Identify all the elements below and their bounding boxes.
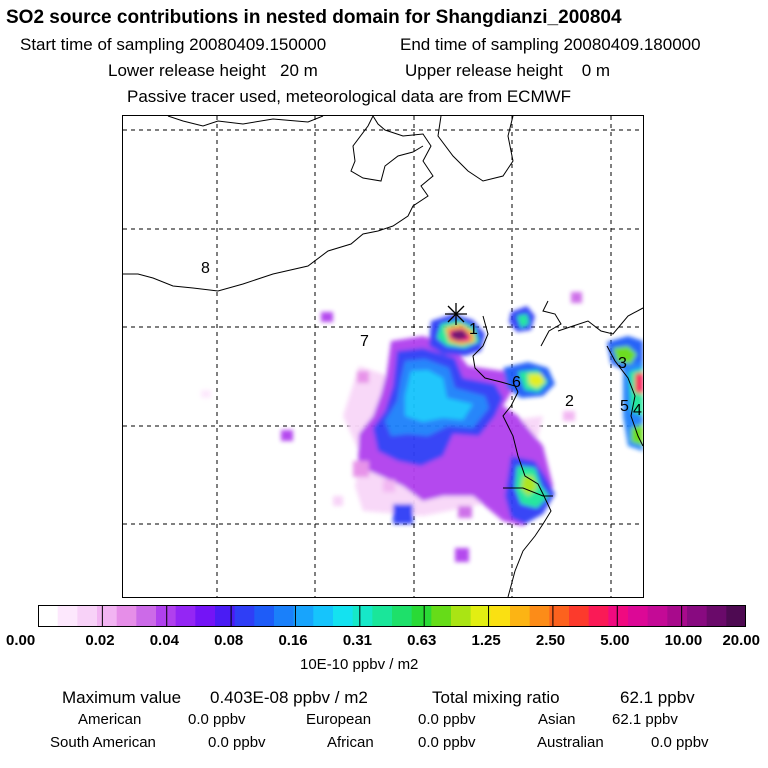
max-value: 0.403E-08 ppbv / m2	[210, 688, 368, 707]
lower-release-label: Lower release height 20 m	[108, 61, 318, 80]
total-mixing-value: 62.1 ppbv	[620, 688, 695, 707]
colorbar	[38, 605, 747, 632]
african-value: 0.0 ppbv	[418, 734, 476, 751]
region-label-2: 2	[565, 393, 574, 410]
colorbar-cell	[451, 605, 472, 627]
colorbar-tick-label: 20.00	[722, 632, 760, 649]
region-label-3: 3	[618, 355, 627, 372]
colorbar-cell	[333, 605, 354, 627]
colorbar-cell	[234, 605, 255, 627]
colorbar-tick-label: 0.02	[85, 632, 115, 649]
colorbar-cell	[156, 605, 177, 627]
region-label-5: 5	[620, 398, 629, 415]
colorbar-cell	[352, 605, 373, 627]
map-panel: 8 7 1 6 2 3 5 4	[122, 115, 644, 598]
colorbar-cell	[195, 605, 216, 627]
colorbar-cell	[510, 605, 531, 627]
max-value-label: Maximum value	[62, 688, 182, 707]
colorbar-cell	[254, 605, 275, 627]
colorbar-cell	[392, 605, 413, 627]
colorbar-tick-label: 5.00	[600, 632, 630, 649]
region-label-1: 1	[469, 321, 478, 338]
colorbar-cell	[411, 605, 432, 627]
asian-label: Asian	[538, 711, 576, 728]
colorbar-cell	[431, 605, 452, 627]
colorbar-cell	[588, 605, 609, 627]
upper-release-label: Upper release height 0 m	[405, 61, 611, 80]
map-svg: 8 7 1 6 2 3 5 4	[123, 116, 643, 597]
colorbar-tick-label: 0.31	[342, 632, 373, 649]
colorbar-unit-label: 10E-10 ppbv / m2	[300, 656, 419, 673]
grid-lines	[123, 116, 643, 597]
colorbar-tick-label: 2.50	[535, 632, 566, 649]
receptor-marker-icon	[445, 303, 467, 325]
australian-label: Australian	[537, 734, 604, 751]
colorbar-cell	[628, 605, 649, 627]
colorbar-cell	[274, 605, 295, 627]
colorbar-cell	[706, 605, 727, 627]
colorbar-cell	[667, 605, 688, 627]
colorbar-cell	[77, 605, 98, 627]
asian-value: 62.1 ppbv	[612, 711, 678, 728]
concentration-field	[201, 292, 643, 562]
colorbar-cell	[116, 605, 137, 627]
colorbar-cell	[57, 605, 78, 627]
colorbar-cell	[470, 605, 491, 627]
colorbar-tick-label: 1.25	[471, 632, 501, 649]
colorbar-dividers	[101, 605, 683, 627]
south-american-value: 0.0 ppbv	[208, 734, 266, 751]
colorbar-tick-label: 0.04	[149, 632, 179, 649]
total-mixing-label: Total mixing ratio	[432, 688, 560, 707]
end-time-label: End time of sampling 20080409.180000	[400, 35, 701, 54]
colorbar-tick-label: 10.00	[664, 632, 703, 649]
region-label-6: 6	[512, 374, 521, 391]
colorbar-tick-label: 0.08	[214, 632, 244, 649]
colorbar-svg	[38, 605, 747, 627]
colorbar-cell	[569, 605, 590, 627]
colorbar-cell	[175, 605, 196, 627]
region-label-4: 4	[633, 402, 642, 419]
region-label-8: 8	[201, 260, 210, 277]
colorbar-tick-label: 0.16	[278, 632, 308, 649]
australian-value: 0.0 ppbv	[651, 734, 709, 751]
european-value: 0.0 ppbv	[418, 711, 476, 728]
coastlines	[123, 116, 643, 597]
colorbar-tick-label: 0.63	[407, 632, 437, 649]
colorbar-cell	[38, 605, 59, 627]
european-label: European	[306, 711, 372, 728]
colorbar-cell	[549, 605, 570, 627]
colorbar-cell	[372, 605, 393, 627]
region-label-7: 7	[360, 333, 369, 350]
tracer-info-label: Passive tracer used, meteorological data…	[127, 87, 572, 106]
colorbar-cell	[293, 605, 314, 627]
african-label: African	[327, 734, 374, 751]
colorbar-cell	[215, 605, 236, 627]
south-american-label: South American	[50, 734, 156, 751]
colorbar-tick-label: 0.00	[6, 632, 36, 649]
colorbar-cell	[687, 605, 708, 627]
region-labels: 8 7 1 6 2 3 5 4	[201, 260, 642, 419]
american-label: American	[78, 711, 142, 728]
colorbar-cell	[136, 605, 157, 627]
colorbar-cell	[529, 605, 550, 627]
colorbar-cell	[608, 605, 629, 627]
colorbar-cell	[313, 605, 334, 627]
colorbar-cell	[647, 605, 668, 627]
chart-title: SO2 source contributions in nested domai…	[6, 7, 622, 28]
colorbar-cell	[726, 605, 747, 627]
colorbar-cell	[97, 605, 118, 627]
colorbar-cells	[38, 605, 747, 627]
start-time-label: Start time of sampling 20080409.150000	[20, 35, 327, 54]
colorbar-cell	[490, 605, 511, 627]
american-value: 0.0 ppbv	[188, 711, 246, 728]
